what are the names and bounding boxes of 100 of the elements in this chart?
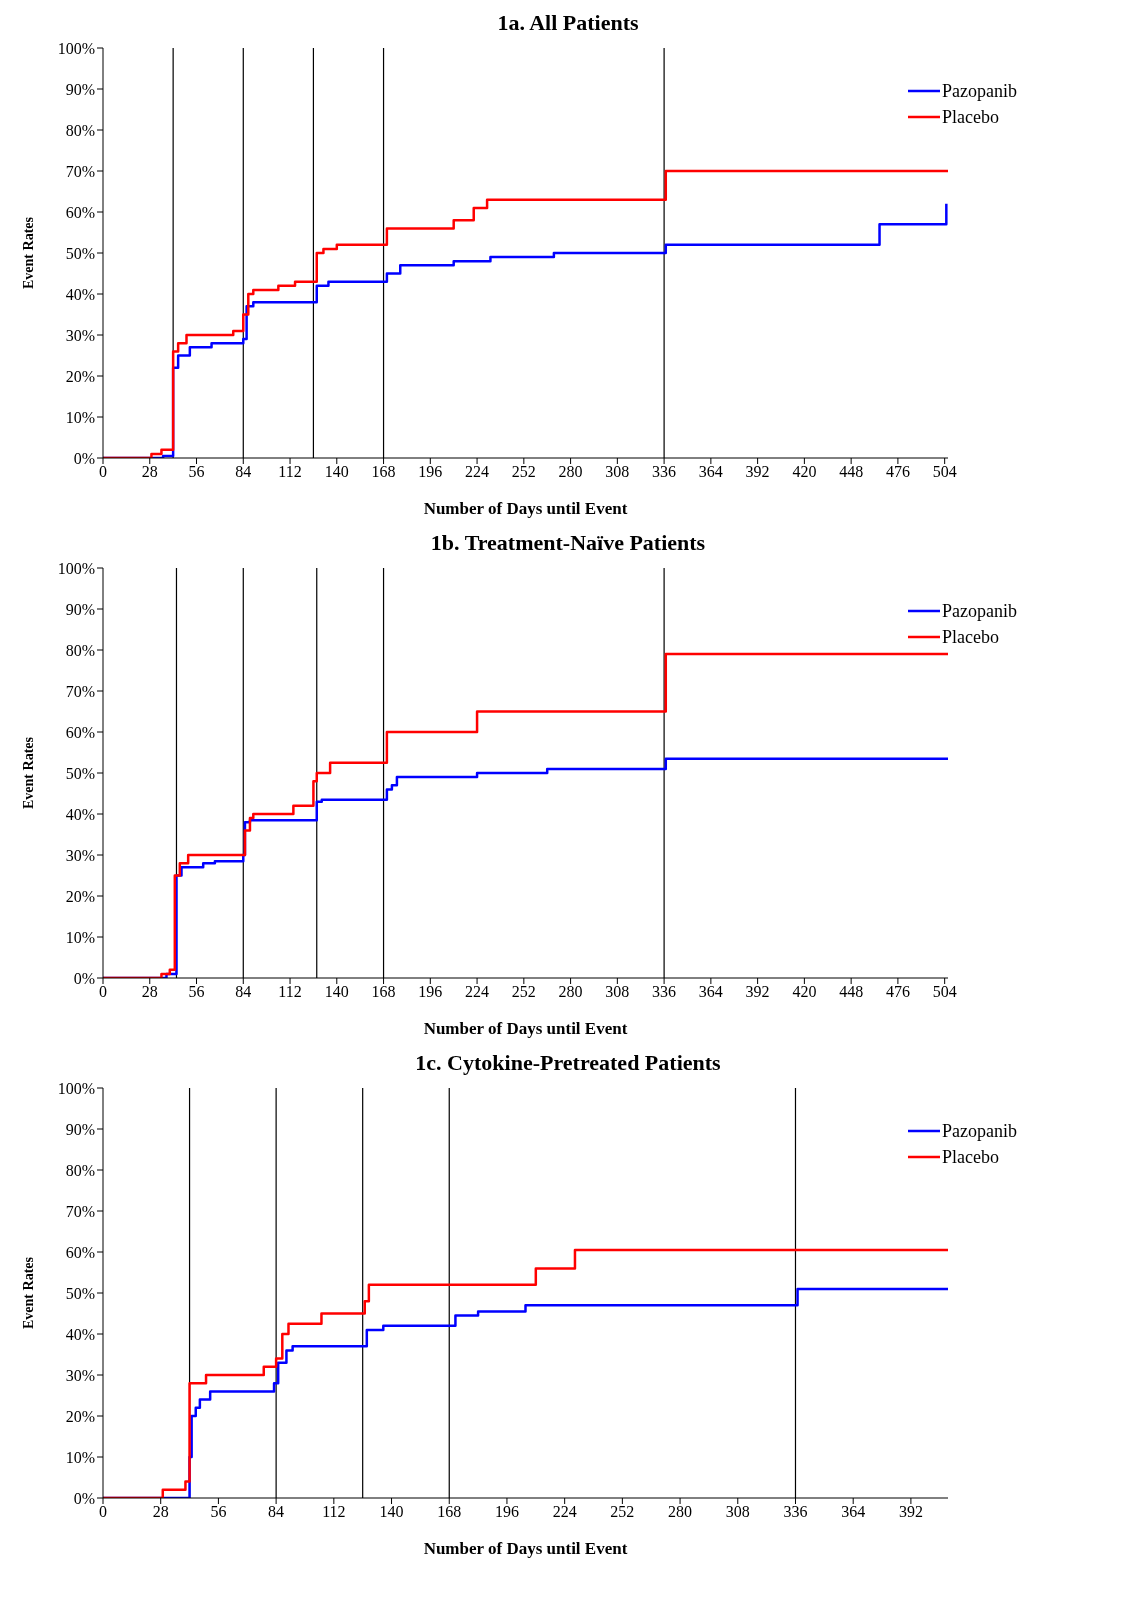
x-axis-title: Number of Days until Event (423, 1019, 628, 1038)
x-tick-label: 476 (885, 983, 910, 1001)
x-tick-label: 168 (437, 1503, 462, 1521)
x-tick-label: 168 (371, 463, 396, 481)
x-tick-label: 308 (725, 1503, 750, 1521)
legend-label: Placebo (942, 1146, 999, 1168)
x-tick-label: 280 (558, 463, 583, 481)
y-tick-label: 20% (65, 1407, 95, 1425)
y-tick-label: 50% (65, 764, 95, 782)
x-tick-label: 56 (210, 1503, 227, 1521)
y-axis-title: Event Rates (20, 1256, 36, 1329)
y-tick-label: 80% (65, 641, 95, 659)
x-tick-label: 28 (141, 463, 158, 481)
y-tick-label: 40% (65, 285, 95, 303)
y-tick-label: 60% (65, 203, 95, 221)
y-axis-title: Event Rates (20, 216, 36, 289)
x-axis-title: Number of Days until Event (423, 1539, 628, 1558)
y-tick-label: 50% (65, 244, 95, 262)
x-tick-label: 504 (932, 983, 957, 1001)
x-tick-label: 56 (188, 463, 205, 481)
y-tick-label: 10% (65, 1448, 95, 1466)
x-tick-label: 224 (465, 463, 490, 481)
x-tick-label: 448 (839, 983, 864, 1001)
x-tick-label: 280 (558, 983, 583, 1001)
x-tick-label: 28 (152, 1503, 169, 1521)
y-tick-label: 90% (65, 600, 95, 618)
x-tick-label: 196 (418, 463, 443, 481)
x-tick-label: 392 (745, 983, 770, 1001)
y-tick-label: 0% (73, 969, 95, 987)
x-tick-label: 364 (698, 463, 723, 481)
x-tick-label: 364 (841, 1503, 866, 1521)
x-tick-label: 364 (698, 983, 723, 1001)
y-tick-label: 20% (65, 367, 95, 385)
x-tick-label: 56 (188, 983, 205, 1001)
legend-label: Pazopanib (942, 600, 1017, 622)
x-tick-label: 196 (494, 1503, 519, 1521)
legend-label: Placebo (942, 626, 999, 648)
y-tick-label: 100% (57, 39, 95, 57)
x-tick-label: 476 (885, 463, 910, 481)
y-tick-label: 70% (65, 162, 95, 180)
x-tick-label: 308 (605, 463, 630, 481)
x-tick-label: 392 (898, 1503, 923, 1521)
x-tick-label: 504 (932, 463, 957, 481)
x-tick-label: 140 (379, 1503, 404, 1521)
y-tick-label: 80% (65, 121, 95, 139)
x-tick-label: 28 (141, 983, 158, 1001)
y-tick-label: 70% (65, 1202, 95, 1220)
x-tick-label: 0 (99, 983, 107, 1001)
x-tick-label: 112 (278, 983, 302, 1001)
x-tick-label: 224 (552, 1503, 577, 1521)
legend-label: Placebo (942, 106, 999, 128)
x-tick-label: 420 (792, 463, 817, 481)
x-tick-label: 140 (324, 463, 349, 481)
y-tick-label: 30% (65, 846, 95, 864)
x-tick-label: 84 (235, 983, 252, 1001)
x-tick-label: 308 (605, 983, 630, 1001)
y-tick-label: 40% (65, 805, 95, 823)
x-axis-title: Number of Days until Event (423, 499, 628, 518)
chart-title: 1a. All Patients (496, 9, 640, 37)
x-tick-label: 336 (652, 463, 677, 481)
chart-title: 1b. Treatment-Naïve Patients (429, 529, 707, 557)
y-tick-label: 100% (57, 559, 95, 577)
y-tick-label: 80% (65, 1161, 95, 1179)
y-tick-label: 20% (65, 887, 95, 905)
y-axis-title: Event Rates (20, 736, 36, 809)
y-tick-label: 60% (65, 723, 95, 741)
y-tick-label: 50% (65, 1284, 95, 1302)
x-tick-label: 224 (465, 983, 490, 1001)
y-tick-label: 70% (65, 682, 95, 700)
x-tick-label: 280 (668, 1503, 693, 1521)
x-tick-label: 336 (783, 1503, 808, 1521)
y-tick-label: 30% (65, 326, 95, 344)
legend-label: Pazopanib (942, 1120, 1017, 1142)
y-tick-label: 40% (65, 1325, 95, 1343)
x-tick-label: 420 (792, 983, 817, 1001)
x-tick-label: 0 (99, 1503, 107, 1521)
y-tick-label: 60% (65, 1243, 95, 1261)
x-tick-label: 84 (268, 1503, 285, 1521)
legend-label: Pazopanib (942, 80, 1017, 102)
x-tick-label: 252 (610, 1503, 635, 1521)
y-tick-label: 100% (57, 1079, 95, 1097)
x-tick-label: 448 (839, 463, 864, 481)
x-tick-label: 392 (745, 463, 770, 481)
y-tick-label: 10% (65, 928, 95, 946)
y-tick-label: 10% (65, 408, 95, 426)
x-tick-label: 252 (511, 983, 536, 1001)
x-tick-label: 0 (99, 463, 107, 481)
y-tick-label: 90% (65, 1120, 95, 1138)
y-tick-label: 0% (73, 1489, 95, 1507)
x-tick-label: 140 (324, 983, 349, 1001)
x-tick-label: 252 (511, 463, 536, 481)
x-tick-label: 112 (322, 1503, 346, 1521)
x-tick-label: 196 (418, 983, 443, 1001)
y-tick-label: 0% (73, 449, 95, 467)
chart-title: 1c. Cytokine-Pretreated Patients (414, 1049, 722, 1077)
x-tick-label: 168 (371, 983, 396, 1001)
x-tick-label: 336 (652, 983, 677, 1001)
y-tick-label: 30% (65, 1366, 95, 1384)
x-tick-label: 112 (278, 463, 302, 481)
x-tick-label: 84 (235, 463, 252, 481)
